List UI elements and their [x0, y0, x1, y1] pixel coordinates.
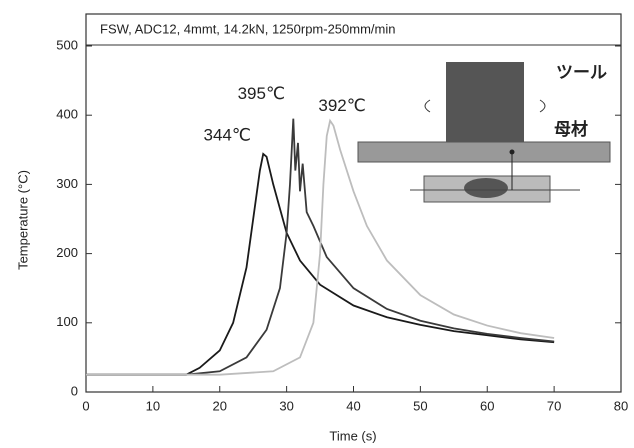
tool-shape	[446, 62, 524, 142]
x-tick-label: 50	[413, 398, 427, 413]
inset-label: 母材	[554, 119, 588, 140]
x-tick-label: 20	[213, 398, 227, 413]
y-tick-label: 500	[56, 37, 78, 52]
x-tick-label: 0	[82, 398, 89, 413]
x-tick-label: 80	[614, 398, 628, 413]
base-plate	[357, 141, 611, 163]
inset-diagram: ツール 母材	[357, 62, 611, 203]
stir-zone	[464, 178, 508, 198]
y-tick-label: 0	[71, 383, 78, 398]
peak-annotation: 344℃	[203, 125, 250, 144]
x-tick-label: 40	[346, 398, 360, 413]
data-line	[86, 118, 555, 376]
inset-label: ツール	[556, 63, 607, 83]
y-tick-label: 300	[56, 176, 78, 191]
y-axis-label: Temperature (°C)	[15, 170, 30, 270]
x-tick-label: 70	[547, 398, 561, 413]
x-tick-label: 30	[279, 398, 293, 413]
data-line	[86, 118, 555, 376]
y-tick-label: 400	[56, 107, 78, 122]
subtitle: FSW, ADC12, 4mmt, 14.2kN, 1250rpm-250mm/…	[100, 21, 395, 36]
x-axis-label: Time (s)	[329, 428, 376, 443]
y-tick-label: 200	[56, 245, 78, 260]
rotation-arrows	[424, 99, 546, 113]
thermocouple	[509, 149, 515, 155]
y-tick-label: 100	[56, 314, 78, 329]
peak-annotation: 392℃	[318, 96, 365, 115]
x-tick-label: 60	[480, 398, 494, 413]
peak-annotation: 395℃	[238, 84, 285, 103]
data-line	[86, 152, 555, 376]
x-tick-label: 10	[146, 398, 160, 413]
